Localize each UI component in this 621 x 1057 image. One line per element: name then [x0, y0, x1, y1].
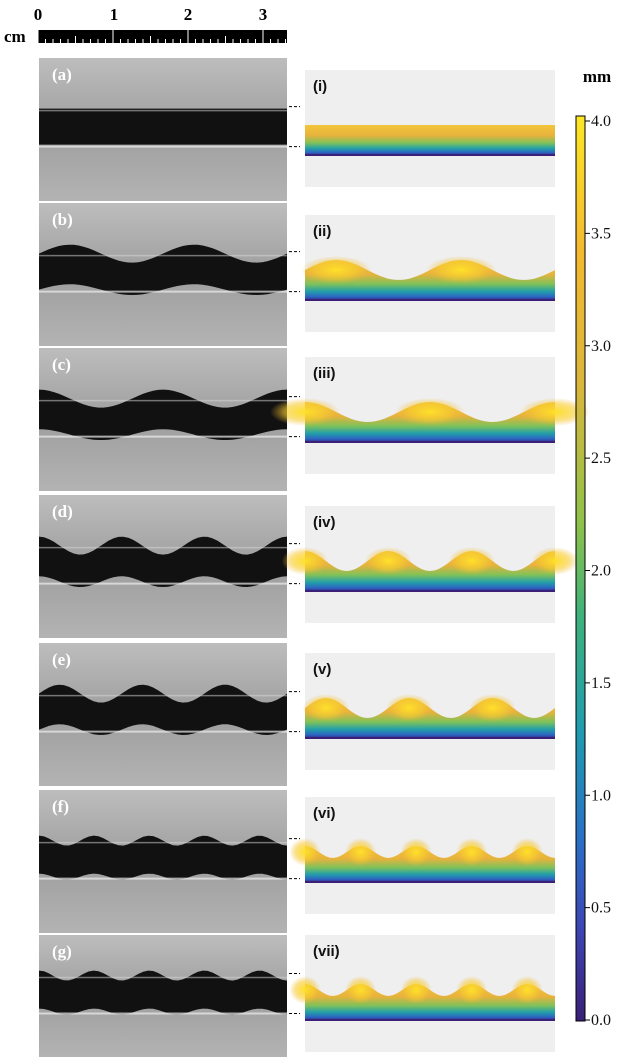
ruler-bar: [38, 30, 287, 43]
panel-row: (b) (ii): [39, 203, 555, 346]
simulation-panel: (ii): [301, 215, 555, 332]
simulation-panel: (iii): [270, 357, 590, 474]
colorbar-ticks: 4.0 3.5 3.0 2.5 2.0 1.5 1.0 0.5 0.0: [585, 113, 611, 1029]
colorbar-tick-label: 1.5: [591, 675, 611, 692]
crest-highlight: [345, 976, 377, 1004]
panel-row: (e) (v): [39, 643, 555, 786]
crest-highlight: [301, 256, 372, 284]
simulation-panel: (v): [302, 653, 555, 770]
colorbar-tick-label: 2.0: [591, 563, 611, 580]
liquid-film: [39, 536, 287, 587]
ruler-unit: cm: [4, 27, 26, 46]
ruler-label-0: 0: [34, 5, 43, 24]
simulation-panel: (iv): [281, 506, 579, 623]
simulation-panel-label: (iii): [313, 365, 336, 382]
photo-panel: (c): [39, 348, 287, 491]
colorbar-tick-label: 0.5: [591, 900, 611, 917]
crest-highlight: [302, 694, 350, 722]
liquid-film: [39, 684, 287, 735]
simulation-panel-label: (i): [313, 78, 327, 95]
colorbar: mm 4.0 3.5 3.0 2.5 2.0 1.5 1.0 0.5 0.0: [575, 67, 611, 1029]
colorbar-tick-label: 4.0: [591, 113, 611, 130]
photo-panel-label: (d): [52, 502, 73, 521]
crest-highlight: [345, 838, 377, 866]
panel-row: (d) (iv): [39, 495, 579, 638]
crest-highlight: [281, 547, 329, 575]
colorbar-tick-label: 3.5: [591, 225, 611, 242]
photo-panel: (a): [39, 58, 287, 201]
liquid-film: [39, 108, 287, 145]
panel-row: (f) (vi): [39, 790, 555, 933]
photo-panel-label: (b): [52, 210, 73, 229]
ruler-label-2: 2: [184, 5, 193, 24]
crest-highlight: [456, 976, 488, 1004]
colorbar-tick-label: 2.5: [591, 450, 611, 467]
crest-highlight: [531, 547, 579, 575]
scale-ruler: cm 0 1 2 3: [4, 5, 287, 46]
ruler-label-1: 1: [110, 5, 119, 24]
crest-highlight: [395, 398, 465, 426]
crest-highlight: [365, 547, 412, 575]
crest-highlight: [385, 694, 433, 722]
colorbar-tick-label: 0.0: [591, 1012, 611, 1029]
thickness-field: [305, 125, 555, 155]
crest-highlight: [400, 838, 432, 866]
panel-row: (a) (i): [39, 58, 555, 201]
simulation-panel-label: (v): [313, 661, 331, 678]
photo-panel: (e): [39, 643, 287, 786]
photo-panel-label: (a): [52, 65, 72, 84]
liquid-film: [39, 389, 287, 440]
photo-panel: (f): [39, 790, 287, 933]
simulation-panel-label: (vii): [313, 943, 340, 960]
liquid-film: [39, 244, 287, 295]
ruler-ticks: [37, 30, 286, 43]
liquid-film: [39, 970, 287, 1015]
colorbar-tick-label: 1.0: [591, 787, 611, 804]
simulation-panel: (vii): [289, 935, 555, 1052]
crest-highlight: [520, 398, 590, 426]
simulation-panel-label: (iv): [313, 514, 336, 531]
panel-rows: (a) (i) (b) (ii) (c) (iii) (d) (iv) (e) (v) (f) (vi…: [39, 58, 590, 1057]
crest-highlight: [289, 976, 321, 1004]
colorbar-unit: mm: [583, 67, 611, 86]
photo-panel: (b): [39, 203, 287, 346]
crest-highlight: [400, 976, 432, 1004]
photo-panel-label: (f): [52, 797, 69, 816]
crest-highlight: [289, 838, 321, 866]
crest-highlight: [456, 838, 488, 866]
colorbar-tick-label: 3.0: [591, 338, 611, 355]
crest-highlight: [448, 547, 495, 575]
photo-panel: (d): [39, 495, 287, 638]
simulation-background: [305, 506, 555, 623]
crest-highlight: [511, 976, 543, 1004]
simulation-panel-label: (ii): [313, 223, 331, 240]
simulation-panel: (i): [305, 70, 555, 187]
panel-row: (g) (vii): [39, 935, 555, 1057]
colorbar-scale: [575, 115, 586, 1022]
crest-highlight: [511, 838, 543, 866]
crest-highlight: [426, 256, 497, 284]
crest-highlight: [469, 694, 516, 722]
photo-panel-label: (g): [52, 942, 72, 961]
simulation-panel-label: (vi): [313, 805, 336, 822]
panel-row: (c) (iii): [39, 348, 590, 491]
crest-highlight: [270, 398, 340, 426]
photo-panel: (g): [39, 935, 287, 1057]
liquid-film: [39, 835, 287, 880]
photo-panel-label: (e): [52, 650, 71, 669]
photo-panel-label: (c): [52, 355, 71, 374]
ruler-label-3: 3: [259, 5, 268, 24]
simulation-panel: (vi): [289, 797, 555, 914]
